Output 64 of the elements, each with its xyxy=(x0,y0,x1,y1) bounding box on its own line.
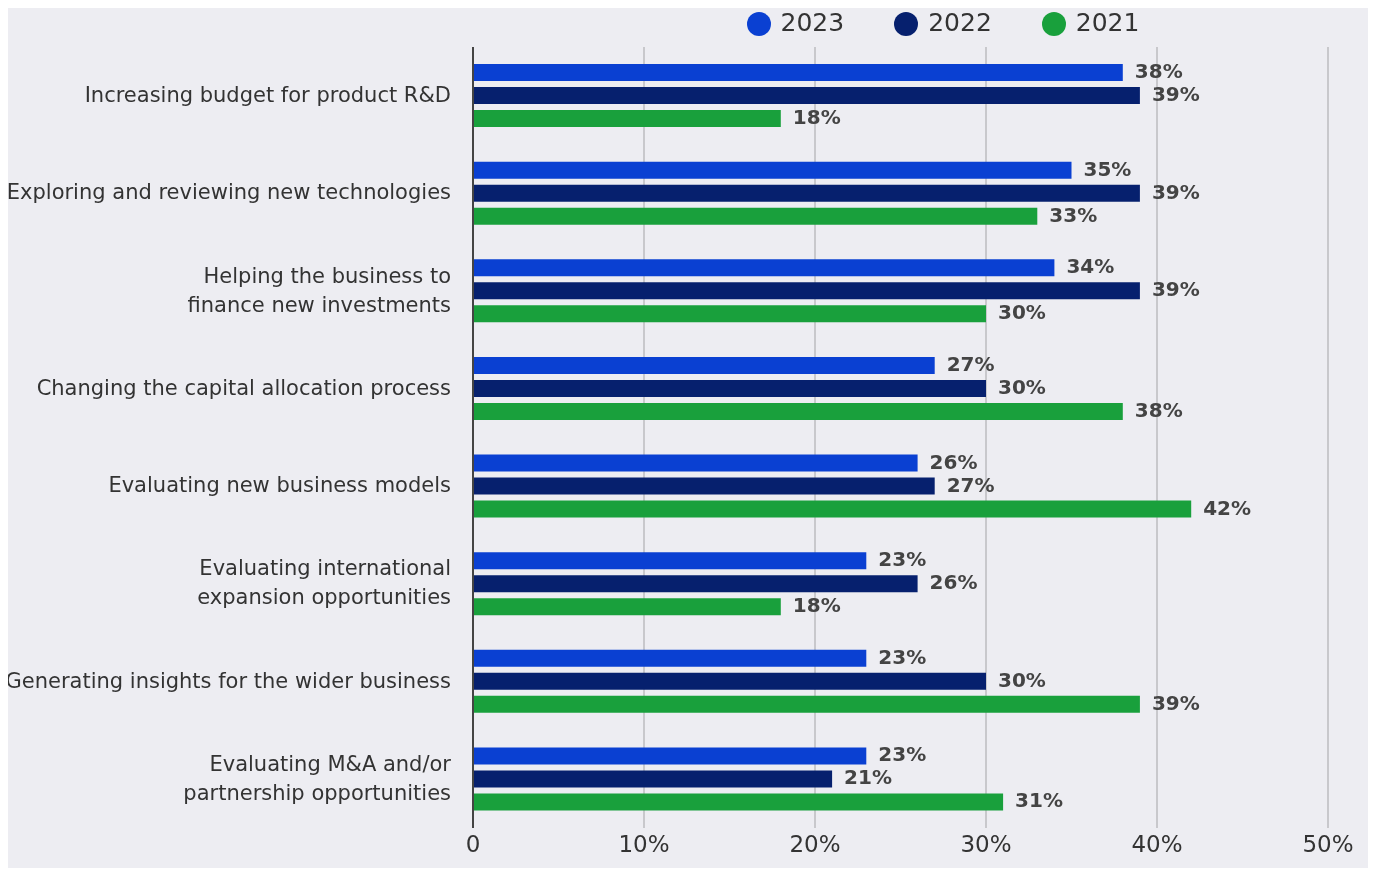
y-tick-label: Evaluating M&A and/or partnership opportunities xyxy=(183,751,452,805)
data-label: 18% xyxy=(792,593,841,618)
data-label: 35% xyxy=(1083,156,1132,181)
bar xyxy=(473,500,1192,518)
data-label: 38% xyxy=(1134,397,1183,422)
bar xyxy=(473,184,1140,202)
bar xyxy=(473,598,781,616)
y-tick-label: Evaluating new business models xyxy=(108,473,451,498)
bar xyxy=(473,747,867,765)
bar xyxy=(473,770,833,788)
bar xyxy=(473,259,1055,277)
x-tick-label: 30% xyxy=(960,831,1012,858)
data-label: 39% xyxy=(1151,277,1200,302)
bar xyxy=(473,552,867,570)
data-label: 39% xyxy=(1151,82,1200,106)
bar xyxy=(473,695,1140,713)
bar xyxy=(473,64,1123,81)
data-label: 38% xyxy=(1134,59,1183,83)
bar xyxy=(473,282,1140,300)
bar xyxy=(473,110,781,127)
y-tick-label: Exploring and reviewing new technologies xyxy=(6,180,451,205)
bar xyxy=(473,454,918,472)
legend-label: 2021 xyxy=(1075,8,1140,37)
data-label: 27% xyxy=(946,351,995,376)
y-tick-label: Increasing budget for product R&D xyxy=(84,82,451,107)
bar xyxy=(473,356,935,374)
data-label: 33% xyxy=(1049,202,1098,227)
bar xyxy=(473,793,1004,811)
x-tick-label: 50% xyxy=(1302,831,1354,858)
data-label: 27% xyxy=(946,472,995,497)
data-label: 31% xyxy=(1015,788,1063,813)
bar xyxy=(473,477,935,495)
x-tick-label: 0 xyxy=(465,831,481,858)
bar xyxy=(473,207,1038,225)
data-label: 39% xyxy=(1151,690,1200,715)
data-label: 21% xyxy=(844,765,892,790)
x-tick-label: 10% xyxy=(618,831,670,858)
y-tick-label: Helping the business to finance new investments xyxy=(187,263,451,317)
data-label: 34% xyxy=(1066,254,1115,279)
bar xyxy=(473,87,1140,104)
bar xyxy=(473,161,1072,179)
legend-label: 2022 xyxy=(928,8,992,37)
data-label: 23% xyxy=(878,644,927,669)
data-label: 30% xyxy=(998,300,1046,325)
data-label: 26% xyxy=(929,570,978,595)
bar xyxy=(473,672,986,690)
legend-label: 2023 xyxy=(780,8,845,37)
data-label: 30% xyxy=(998,374,1046,399)
bar xyxy=(473,402,1123,420)
data-label: 26% xyxy=(929,449,978,474)
data-label: 39% xyxy=(1151,179,1200,204)
data-label: 30% xyxy=(998,667,1046,692)
x-tick-label: 40% xyxy=(1131,831,1183,858)
data-label: 23% xyxy=(878,742,927,767)
bar xyxy=(473,575,918,593)
y-tick-label: Evaluating international expansion opportunities xyxy=(197,556,451,610)
bar xyxy=(473,305,986,323)
x-tick-label: 20% xyxy=(789,831,841,858)
y-tick-label: Changing the capital allocation process xyxy=(36,375,451,400)
bar xyxy=(473,379,986,397)
bar xyxy=(473,649,867,667)
data-label: 18% xyxy=(792,105,841,129)
data-label: 23% xyxy=(878,547,927,572)
data-label: 42% xyxy=(1203,495,1252,520)
